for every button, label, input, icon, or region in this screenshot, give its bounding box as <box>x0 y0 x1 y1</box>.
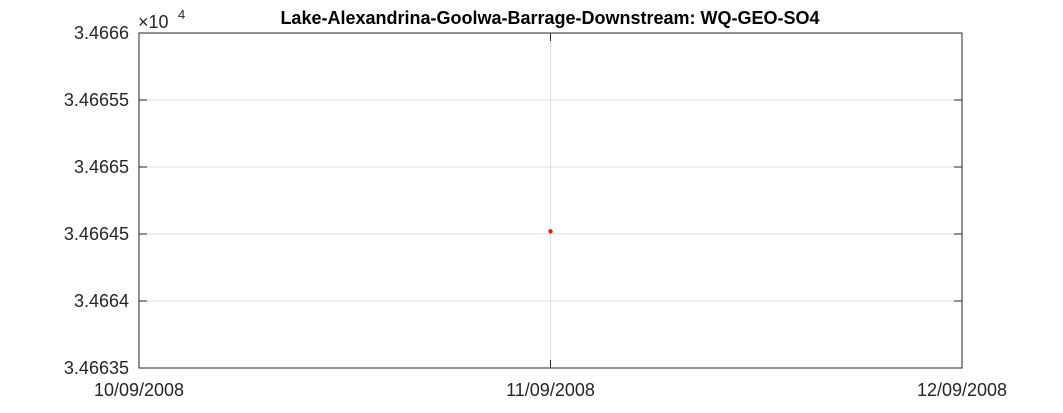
chart-title: Lake-Alexandrina-Goolwa-Barrage-Downstre… <box>280 8 819 28</box>
y-tick-label: 3.4665 <box>74 157 129 177</box>
y-axis-exponent-base: ×10 <box>138 12 169 32</box>
axis-ticks <box>138 32 963 369</box>
x-tick-label: 12/09/2008 <box>917 380 1007 400</box>
y-tick-label: 3.4664 <box>74 291 129 311</box>
x-axis-tick-labels: 10/09/2008 11/09/2008 12/09/2008 <box>94 380 1007 400</box>
data-points <box>548 229 553 234</box>
y-tick-label: 3.46635 <box>64 358 129 378</box>
y-tick-label: 3.46655 <box>64 90 129 110</box>
x-tick-label: 10/09/2008 <box>94 380 184 400</box>
y-tick-label: 3.4666 <box>74 23 129 43</box>
y-axis-exponent-power: 4 <box>178 7 185 22</box>
x-tick-label: 11/09/2008 <box>506 380 595 400</box>
y-axis-tick-labels: 3.46635 3.4664 3.46645 3.4665 3.46655 3.4666 <box>64 23 129 378</box>
grid-lines <box>139 33 962 368</box>
y-tick-label: 3.46645 <box>64 224 129 244</box>
data-point <box>548 229 553 234</box>
